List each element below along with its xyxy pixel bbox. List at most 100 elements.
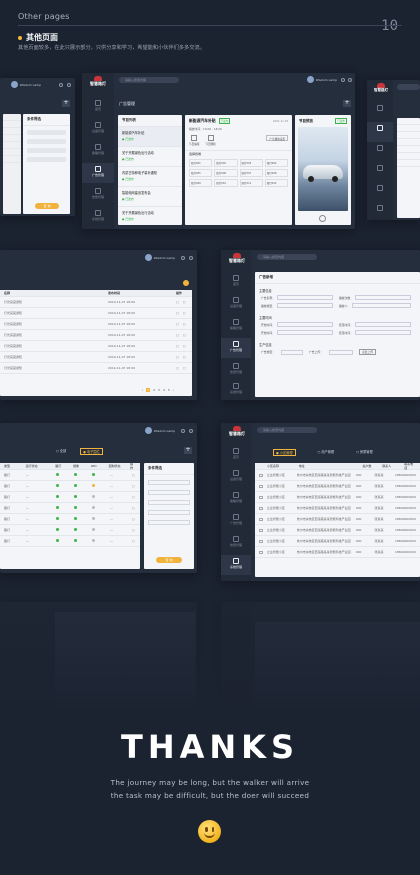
start-time-input[interactable] — [277, 322, 333, 327]
power-icon[interactable] — [189, 256, 193, 260]
table-row[interactable]: 立业智能小区 杭州市余杭区西溪路某某智能科技产业园 400 张某某 1880000000… — [255, 547, 420, 558]
filter-select[interactable] — [148, 490, 190, 495]
table-row[interactable]: 灯光亮度通知 2019-11-07 18:00 ▢ ▢ — [0, 330, 192, 341]
page-link[interactable]: 3 — [158, 388, 160, 392]
table-row[interactable]: 立业智能小区 杭州市余杭区西溪路某某智能科技产业园 400 张某某 1880000000… — [255, 514, 420, 525]
avatar[interactable] — [144, 254, 152, 261]
device-checkbox[interactable]: 路灯012 — [264, 179, 288, 187]
table-row[interactable]: 灯光亮度通知 2019-11-07 18:00 ▢ ▢ — [0, 308, 192, 319]
settings-icon[interactable] — [59, 83, 63, 87]
table-row[interactable]: 立业智能小区 杭州市余杭区西溪路某某智能科技产业园 400 张某某 1880000000… — [255, 525, 420, 536]
delete-program-button[interactable]: 节目删除 — [205, 135, 216, 146]
play-count-input[interactable] — [355, 295, 411, 300]
power-icon[interactable] — [189, 429, 193, 433]
edit-icon[interactable]: ▢ — [176, 344, 179, 348]
device-checkbox[interactable]: 路灯001 — [189, 159, 213, 167]
tab-houses[interactable]: ○ 房屋管理 — [356, 450, 373, 454]
sidebar-item-devices[interactable]: 设备管理 — [221, 467, 251, 487]
filter-select[interactable] — [148, 480, 190, 485]
sidebar-item-strategy[interactable]: 策略管理 — [221, 489, 251, 509]
sidebar-item-home[interactable]: 首页 — [221, 272, 251, 292]
sidebar-item-devices[interactable]: 设备管理 — [221, 294, 251, 314]
tab-users[interactable]: ○ 用户管理 — [317, 450, 335, 454]
settings-icon[interactable] — [181, 429, 185, 433]
page-link[interactable]: ‹ — [141, 388, 144, 392]
user-menu[interactable]: Wisdom Lamp — [306, 76, 337, 83]
table-row[interactable]: 路灯 — — ▢ — [0, 525, 140, 536]
delete-icon[interactable]: ▢ — [182, 322, 186, 326]
table-row[interactable]: 路灯 — — ▢ — [0, 514, 140, 525]
table-row[interactable]: 路灯 — — ▢ — [0, 470, 140, 481]
table-row[interactable]: 灯光亮度通知 2019-11-07 18:00 ▢ ▢ — [0, 319, 192, 330]
edit-icon[interactable]: ▢ — [176, 300, 179, 304]
filter-select[interactable] — [148, 500, 190, 505]
page-link[interactable]: 2 — [153, 388, 156, 392]
sidebar-item-strategy[interactable]: 策略管理 — [82, 141, 114, 161]
end-time-input-2[interactable] — [355, 330, 411, 335]
avatar[interactable] — [144, 427, 152, 434]
edit-program-button[interactable]: 节目编辑 — [189, 135, 199, 146]
table-row[interactable]: 路灯 — — ▢ — [0, 536, 140, 547]
ad-play-setting-button[interactable]: 广告播放设置 — [266, 135, 288, 141]
table-row[interactable]: 路灯 — — ▢ — [0, 481, 140, 492]
row-checkbox[interactable] — [259, 539, 263, 543]
sidebar-item-system[interactable]: 系统管理 — [82, 207, 114, 227]
delete-icon[interactable]: ▢ — [182, 366, 186, 370]
edit-icon[interactable]: ▢ — [176, 322, 179, 326]
row-checkbox[interactable] — [259, 517, 263, 521]
edit-icon[interactable]: ▢ — [132, 528, 135, 532]
sidebar-item-home[interactable]: 首页 — [82, 97, 114, 117]
sidebar-item-ads[interactable]: 广告管理 — [82, 163, 114, 183]
filter-search-button[interactable]: 查 询 — [35, 203, 59, 209]
edit-icon[interactable]: ▢ — [176, 311, 179, 315]
program-item[interactable]: 内蒙古特种电子量补通知 ● 已发布 — [118, 167, 182, 187]
delete-icon[interactable]: ▢ — [182, 311, 186, 315]
row-checkbox[interactable] — [259, 506, 263, 510]
table-row[interactable]: 立业智能小区 杭州市余杭区西溪路某某智能科技产业园 400 张某某 1880000000… — [255, 481, 420, 492]
play-icon[interactable] — [319, 215, 326, 222]
program-item[interactable]: 智能电网建设发布会 ● 已发布 — [118, 187, 182, 207]
device-checkbox[interactable]: 路灯005 — [189, 169, 213, 177]
filter-select[interactable] — [148, 520, 190, 525]
program-item[interactable]: 新能源汽车补贴 ● 已发布 — [118, 127, 182, 147]
sidebar-item-home[interactable] — [367, 102, 393, 122]
ad-name-input[interactable] — [277, 295, 333, 300]
play-type-select[interactable] — [277, 303, 333, 308]
table-row[interactable]: 灯光亮度通知 2019-11-07 18:00 ▢ ▢ — [0, 341, 192, 352]
search-input[interactable]: 请输入搜索内容 — [257, 427, 317, 433]
edit-icon[interactable]: ▢ — [176, 366, 179, 370]
edit-icon[interactable]: ▢ — [132, 484, 135, 488]
table-row[interactable]: 立业智能小区 杭州市余杭区西溪路某某智能科技产业园 400 张某某 1880000000… — [255, 503, 420, 514]
sidebar-item-system[interactable]: 系统管理 — [221, 555, 251, 575]
sidebar-item-devices[interactable]: 设备管理 — [82, 119, 114, 139]
sidebar-item-home[interactable]: 首页 — [221, 445, 251, 465]
delete-icon[interactable]: ▢ — [182, 355, 186, 359]
sidebar-item-system[interactable]: 系统管理 — [221, 380, 251, 400]
row-checkbox[interactable] — [259, 550, 263, 554]
program-item[interactable]: 关于开展绿色出行活动 ● 已发布 — [122, 211, 154, 221]
page-link[interactable]: 1 — [146, 388, 151, 392]
sidebar-item-ads[interactable]: 广告管理 — [221, 511, 251, 531]
device-checkbox[interactable]: 路灯011 — [239, 179, 263, 187]
add-button[interactable]: + — [62, 99, 70, 107]
end-time-input[interactable] — [355, 322, 411, 327]
settings-icon[interactable] — [181, 256, 185, 260]
tab-community[interactable]: ● 小区管理 — [273, 449, 296, 456]
device-checkbox[interactable]: 路灯010 — [214, 179, 238, 187]
delete-icon[interactable]: ▢ — [182, 333, 186, 337]
sidebar-item-alarms[interactable] — [367, 182, 393, 202]
upload-button[interactable]: 点此上传 — [359, 349, 377, 355]
sidebar-item-alarms[interactable]: 告警管理 — [221, 360, 251, 380]
sidebar-item-ads[interactable] — [367, 162, 393, 182]
sidebar-item-strategy[interactable]: 策略管理 — [221, 316, 251, 336]
delete-icon[interactable]: ▢ — [182, 344, 186, 348]
table-row[interactable]: 灯光亮度通知 2019-11-07 18:00 ▢ ▢ — [0, 297, 192, 308]
player-input[interactable] — [352, 303, 411, 308]
row-checkbox[interactable] — [259, 473, 263, 477]
device-checkbox[interactable]: 路灯003 — [239, 159, 263, 167]
edit-icon[interactable]: ▢ — [176, 355, 179, 359]
add-button[interactable]: + — [184, 446, 192, 454]
tab-fence[interactable]: ● 电子围栏 — [80, 448, 103, 455]
sidebar-item-strategy[interactable] — [367, 142, 393, 162]
add-button[interactable]: + — [343, 99, 351, 107]
